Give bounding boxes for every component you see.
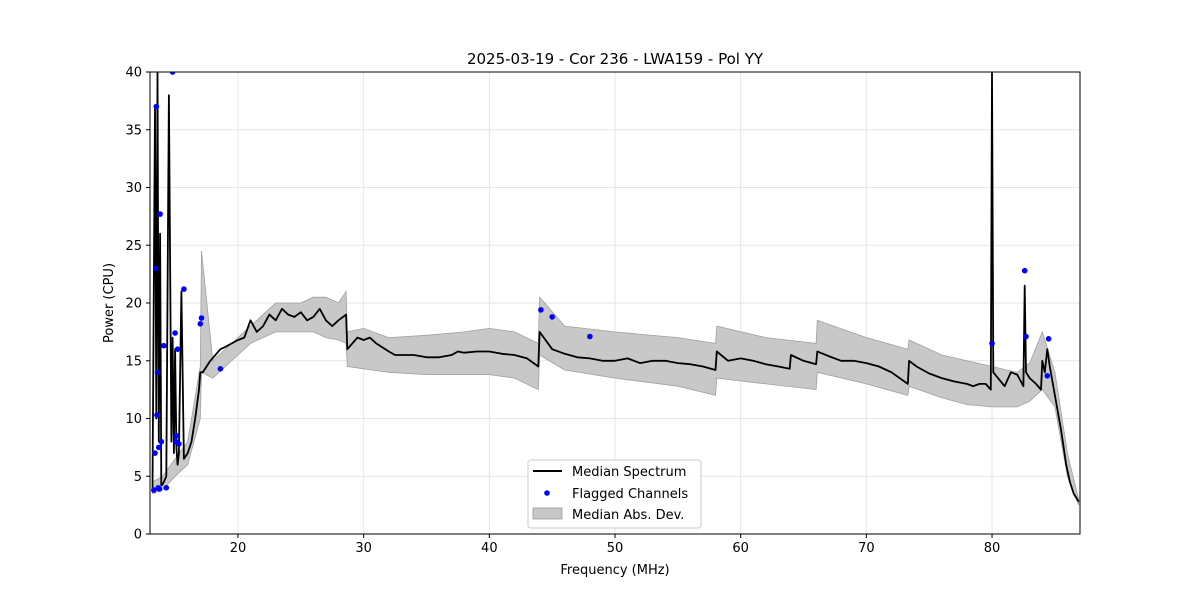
flagged-channel-point <box>154 412 160 418</box>
x-tick-label: 60 <box>732 541 749 556</box>
y-tick-label: 15 <box>125 354 142 369</box>
y-tick-label: 30 <box>125 181 142 196</box>
flagged-channel-point <box>989 340 995 347</box>
x-tick-label: 30 <box>355 541 372 556</box>
flagged-channel-point <box>587 333 593 340</box>
flagged-channel-point <box>151 487 157 493</box>
y-tick-label: 5 <box>134 470 142 485</box>
x-tick-label: 40 <box>481 541 498 556</box>
flagged-channel-point <box>169 72 176 75</box>
flagged-channel-point <box>549 314 555 320</box>
y-tick-label: 25 <box>125 239 142 254</box>
chart-title: 2025-03-19 - Cor 236 - LWA159 - Pol YY <box>467 50 764 68</box>
x-tick-label: 20 <box>230 541 247 556</box>
flagged-channel-point <box>163 485 170 491</box>
flagged-channel-point <box>152 265 159 272</box>
flagged-channel-point <box>217 366 224 372</box>
flagged-channel-point <box>176 441 182 447</box>
flagged-channel-point <box>157 211 163 217</box>
x-tick-label: 50 <box>607 541 624 556</box>
flagged-channel-point <box>156 486 163 492</box>
legend-mad-swatch <box>532 507 563 520</box>
y-tick-label: 20 <box>125 297 142 312</box>
flagged-channel-point <box>174 346 181 353</box>
flagged-channel-point <box>154 369 161 376</box>
y-axis-ticks: 0 5 10 15 20 25 30 35 40 <box>125 66 150 543</box>
y-tick-label: 35 <box>125 123 142 138</box>
median-spectrum-line <box>151 72 1080 503</box>
flagged-channel-point <box>158 438 165 445</box>
flagged-channel-point <box>156 444 162 451</box>
y-tick-label: 0 <box>134 528 142 543</box>
flagged-channel-point <box>153 103 160 110</box>
legend: Median Spectrum Flagged Channels Median … <box>527 459 702 529</box>
flagged-channel-point <box>172 330 178 336</box>
legend-flagged-label: Flagged Channels <box>572 487 688 502</box>
flagged-channel-point <box>197 321 204 327</box>
legend-flagged-swatch <box>544 490 550 496</box>
flagged-channel-point <box>1023 333 1029 340</box>
median-spectrum-layer <box>151 72 1080 503</box>
mad-band-layer <box>152 250 1080 506</box>
flagged-channel-point <box>161 342 167 349</box>
flagged-channel-point <box>173 433 180 439</box>
flagged-channel-point <box>1044 373 1051 379</box>
legend-median-label: Median Spectrum <box>572 465 686 480</box>
x-tick-label: 70 <box>858 541 875 556</box>
flagged-channel-point <box>1021 267 1028 274</box>
x-tick-label: 80 <box>984 541 1001 556</box>
x-axis-label: Frequency (MHz) <box>560 563 669 578</box>
x-axis-ticks: 20 30 40 50 60 70 80 <box>230 534 1001 556</box>
flagged-channel-point <box>152 450 158 456</box>
flagged-channel-point <box>538 307 544 313</box>
legend-mad-label: Median Abs. Dev. <box>572 508 684 523</box>
y-axis-label: Power (CPU) <box>102 263 117 343</box>
y-tick-label: 10 <box>125 412 142 427</box>
flagged-points-layer <box>151 72 1052 493</box>
flagged-channel-point <box>181 286 187 292</box>
y-tick-label: 40 <box>125 66 142 81</box>
flagged-channel-point <box>1045 336 1052 342</box>
flagged-channel-point <box>198 315 205 321</box>
mad-band <box>152 250 1080 506</box>
legend-box <box>527 459 702 529</box>
